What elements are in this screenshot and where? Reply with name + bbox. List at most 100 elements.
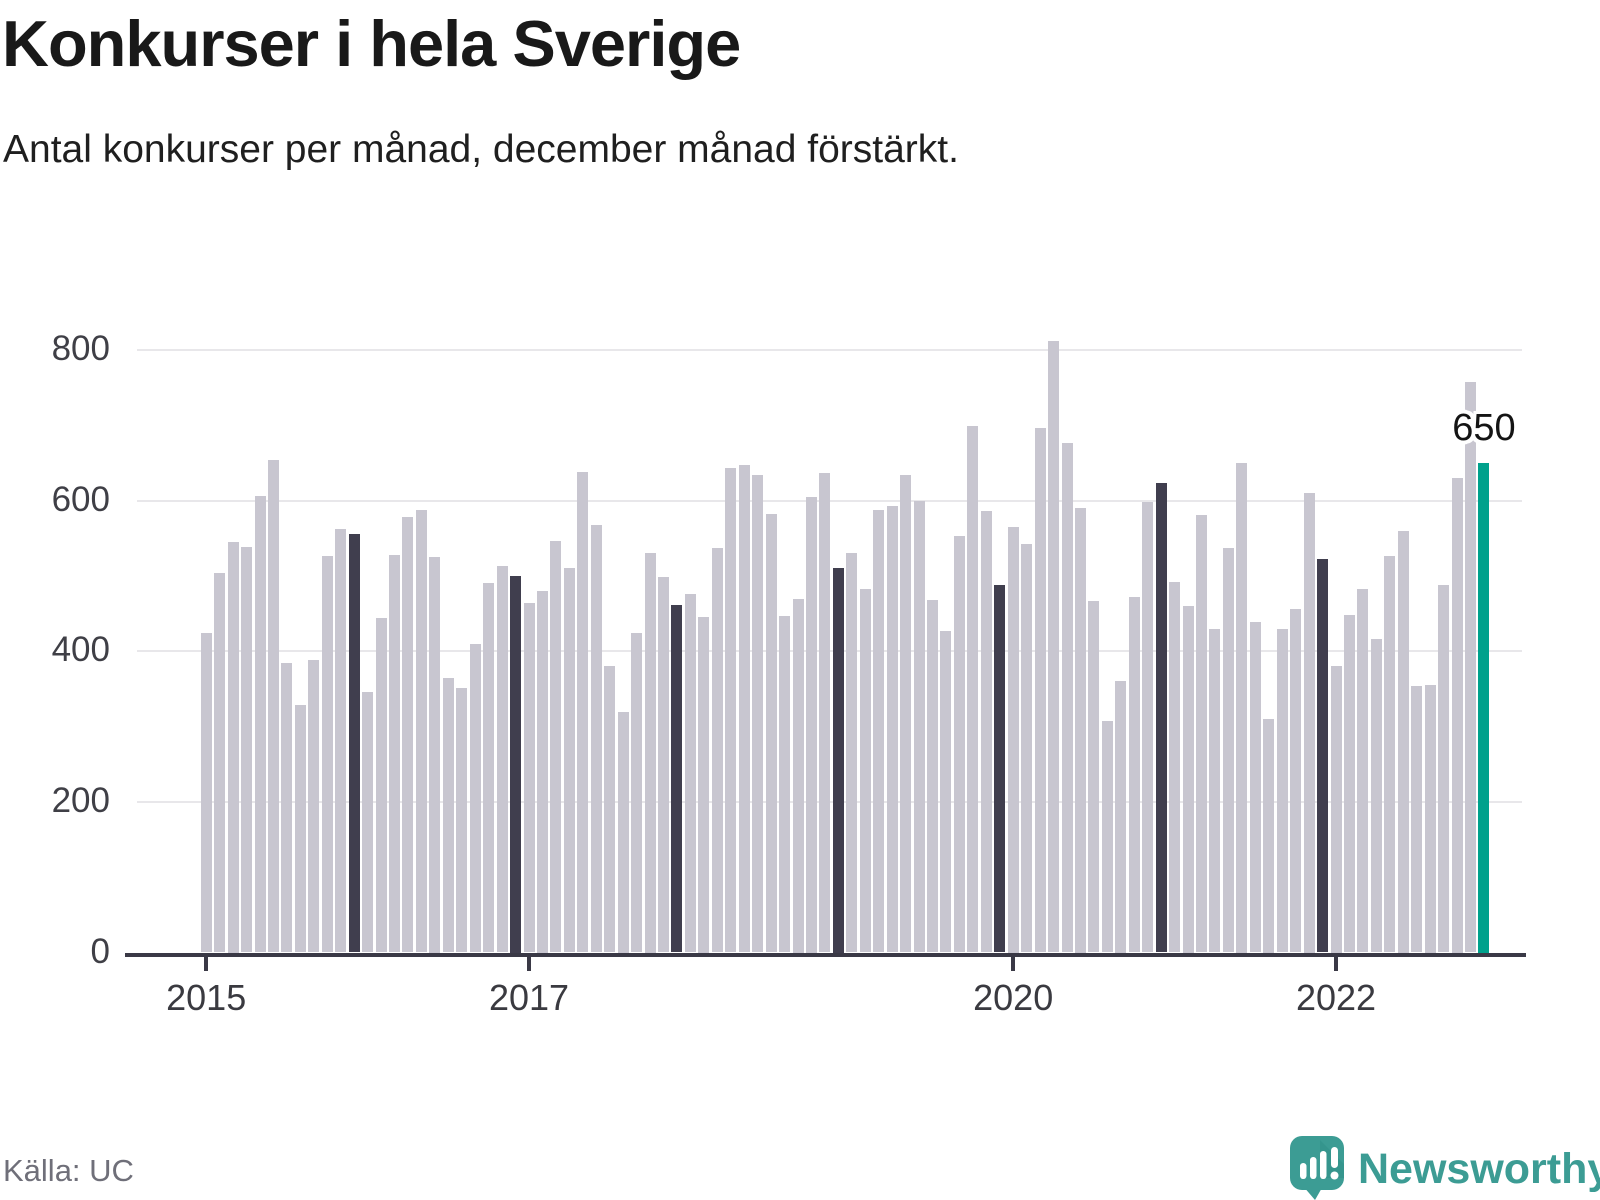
bar — [429, 557, 441, 953]
bar — [859, 588, 871, 953]
bar — [1357, 588, 1369, 953]
bar — [1048, 340, 1060, 953]
x-axis-tick — [1334, 956, 1338, 971]
brand-wordmark: Newsworthy — [1358, 1144, 1600, 1193]
bar — [496, 566, 508, 953]
bar — [241, 547, 253, 953]
bar — [321, 556, 333, 953]
bar — [375, 618, 387, 953]
bar — [227, 542, 239, 953]
bar-december — [832, 568, 844, 953]
brand-logo: Newsworthy — [1290, 1136, 1600, 1200]
bar — [792, 598, 804, 953]
bar-december — [994, 584, 1006, 953]
bar — [254, 496, 266, 953]
bar — [1276, 629, 1288, 953]
bar — [1128, 597, 1140, 953]
bar — [873, 510, 885, 953]
bar — [523, 603, 535, 953]
bar — [1370, 639, 1382, 953]
bar — [1034, 428, 1046, 953]
source-label: Källa: UC — [3, 1153, 134, 1188]
bar — [590, 525, 602, 953]
bar — [604, 665, 616, 953]
bar — [469, 644, 481, 953]
bar — [1088, 600, 1100, 953]
bar — [658, 577, 669, 953]
bar — [1222, 548, 1234, 953]
bar — [536, 591, 548, 953]
bar — [805, 496, 817, 953]
bar — [1061, 443, 1073, 953]
y-axis-label: 400 — [51, 630, 110, 670]
page-title: Konkurser i hela Sverige — [2, 7, 741, 80]
bar — [362, 691, 374, 953]
bar — [698, 617, 710, 953]
bar — [765, 514, 777, 953]
bar — [1142, 502, 1154, 953]
bar-december — [348, 533, 360, 953]
bar — [1021, 544, 1033, 953]
bar — [1249, 621, 1261, 953]
bar — [980, 511, 992, 953]
bar — [1303, 493, 1315, 953]
bar-december — [1155, 483, 1167, 953]
bar — [940, 630, 952, 953]
bar — [550, 541, 562, 953]
bar-december — [1317, 558, 1329, 953]
bar — [1384, 556, 1396, 953]
bar — [953, 536, 965, 953]
bar — [1290, 609, 1302, 953]
bar — [1263, 719, 1275, 953]
bar — [1343, 615, 1355, 953]
bar — [967, 426, 979, 953]
bar — [1209, 629, 1221, 953]
bar — [779, 615, 791, 953]
bar — [900, 475, 912, 953]
bar — [294, 704, 306, 953]
bar — [738, 465, 750, 953]
bar — [267, 459, 279, 953]
bar — [846, 552, 858, 953]
gridline — [137, 349, 1522, 351]
bar — [563, 567, 575, 953]
bar — [308, 659, 320, 953]
bar-december — [671, 604, 683, 953]
x-axis-tick — [1011, 956, 1016, 971]
bar — [1007, 526, 1019, 953]
bar — [200, 633, 212, 953]
bar — [456, 688, 468, 953]
bar — [1330, 666, 1342, 953]
bar — [1451, 478, 1463, 953]
bar — [1424, 685, 1436, 953]
bar — [1465, 381, 1476, 953]
bar — [1074, 508, 1086, 953]
bar — [335, 529, 347, 953]
bar — [389, 554, 400, 953]
x-axis-label: 2020 — [973, 976, 1054, 1018]
bar-december — [510, 575, 522, 953]
bar — [1101, 721, 1113, 953]
bar — [1438, 584, 1450, 953]
bar — [752, 475, 764, 953]
bar — [927, 600, 938, 953]
bar — [1236, 462, 1248, 953]
page-subtitle: Antal konkurser per månad, december måna… — [3, 128, 959, 171]
bar — [684, 594, 696, 953]
bar — [483, 582, 495, 953]
bar — [819, 472, 831, 953]
bar — [711, 548, 723, 953]
x-axis-line — [125, 952, 1526, 957]
bar — [1411, 685, 1423, 953]
x-axis-label: 2017 — [488, 976, 570, 1018]
bar — [402, 517, 414, 953]
bar — [214, 572, 226, 953]
bar — [1169, 581, 1181, 953]
y-axis-label: 0 — [90, 931, 110, 971]
y-axis-label: 800 — [51, 329, 110, 368]
bar — [1397, 530, 1409, 953]
bar — [281, 663, 293, 953]
bar-latest — [1478, 462, 1490, 953]
bar — [1182, 606, 1194, 953]
bar — [886, 505, 898, 953]
